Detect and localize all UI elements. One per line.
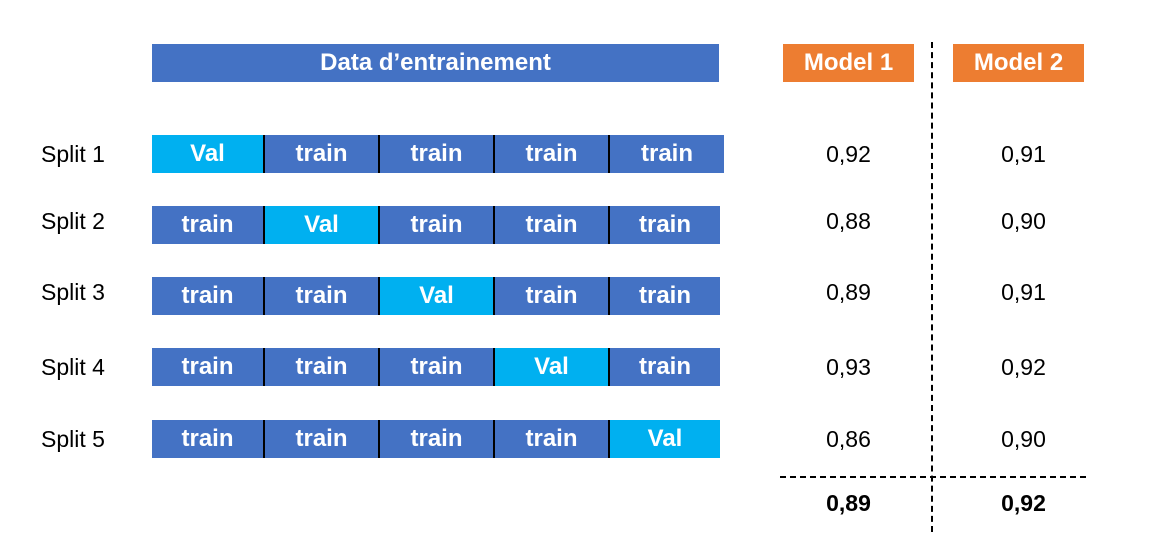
fold-segment: Val <box>608 420 720 458</box>
model-2-header: Model 2 <box>953 44 1084 82</box>
split-row: Val train train train train <box>152 135 724 173</box>
fold-segment: train <box>493 135 608 173</box>
model-1-title: Model 1 <box>803 49 894 76</box>
fold-segment: train <box>493 420 608 458</box>
fold-segment: train <box>378 206 493 244</box>
model-2-title: Model 2 <box>973 49 1064 76</box>
fold-segment: train <box>493 277 608 315</box>
model-2-score: 0,91 <box>1001 279 1046 305</box>
split-row: train Val train train train <box>152 206 720 244</box>
fold-segment: Val <box>493 348 608 386</box>
fold-segment: train <box>493 206 608 244</box>
fold-segment: train <box>263 277 378 315</box>
average-divider-horizontal <box>780 476 1086 478</box>
fold-segment: train <box>263 420 378 458</box>
fold-segment: train <box>152 348 263 386</box>
fold-segment: Val <box>263 206 378 244</box>
fold-segment: train <box>378 348 493 386</box>
fold-segment: train <box>152 277 263 315</box>
split-label: Split 4 <box>41 354 105 380</box>
model-1-score: 0,93 <box>826 354 871 380</box>
training-data-header: Data d’entrainement <box>152 44 719 82</box>
fold-segment: Val <box>152 135 263 173</box>
fold-segment: train <box>608 135 724 173</box>
model-1-average: 0,89 <box>826 490 871 516</box>
model-2-score: 0,90 <box>1001 426 1046 452</box>
fold-segment: train <box>152 420 263 458</box>
model-2-score: 0,91 <box>1001 141 1046 167</box>
fold-segment: train <box>263 135 378 173</box>
training-data-title: Data d’entrainement <box>320 49 551 76</box>
split-label: Split 1 <box>41 141 105 167</box>
model-divider-vertical <box>931 42 933 532</box>
fold-segment: train <box>608 206 720 244</box>
model-2-average: 0,92 <box>1001 490 1046 516</box>
model-1-header: Model 1 <box>783 44 914 82</box>
fold-segment: train <box>378 135 493 173</box>
fold-segment: Val <box>378 277 493 315</box>
split-row: train train train Val train <box>152 348 720 386</box>
model-1-score: 0,86 <box>826 426 871 452</box>
split-label: Split 5 <box>41 426 105 452</box>
model-1-score: 0,89 <box>826 279 871 305</box>
split-label: Split 3 <box>41 279 105 305</box>
fold-segment: train <box>263 348 378 386</box>
split-row: train train Val train train <box>152 277 720 315</box>
split-label: Split 2 <box>41 208 105 234</box>
fold-segment: train <box>152 206 263 244</box>
model-2-score: 0,90 <box>1001 208 1046 234</box>
model-1-score: 0,92 <box>826 141 871 167</box>
model-2-score: 0,92 <box>1001 354 1046 380</box>
fold-segment: train <box>608 348 720 386</box>
fold-segment: train <box>608 277 720 315</box>
model-1-score: 0,88 <box>826 208 871 234</box>
split-row: train train train train Val <box>152 420 720 458</box>
fold-segment: train <box>378 420 493 458</box>
